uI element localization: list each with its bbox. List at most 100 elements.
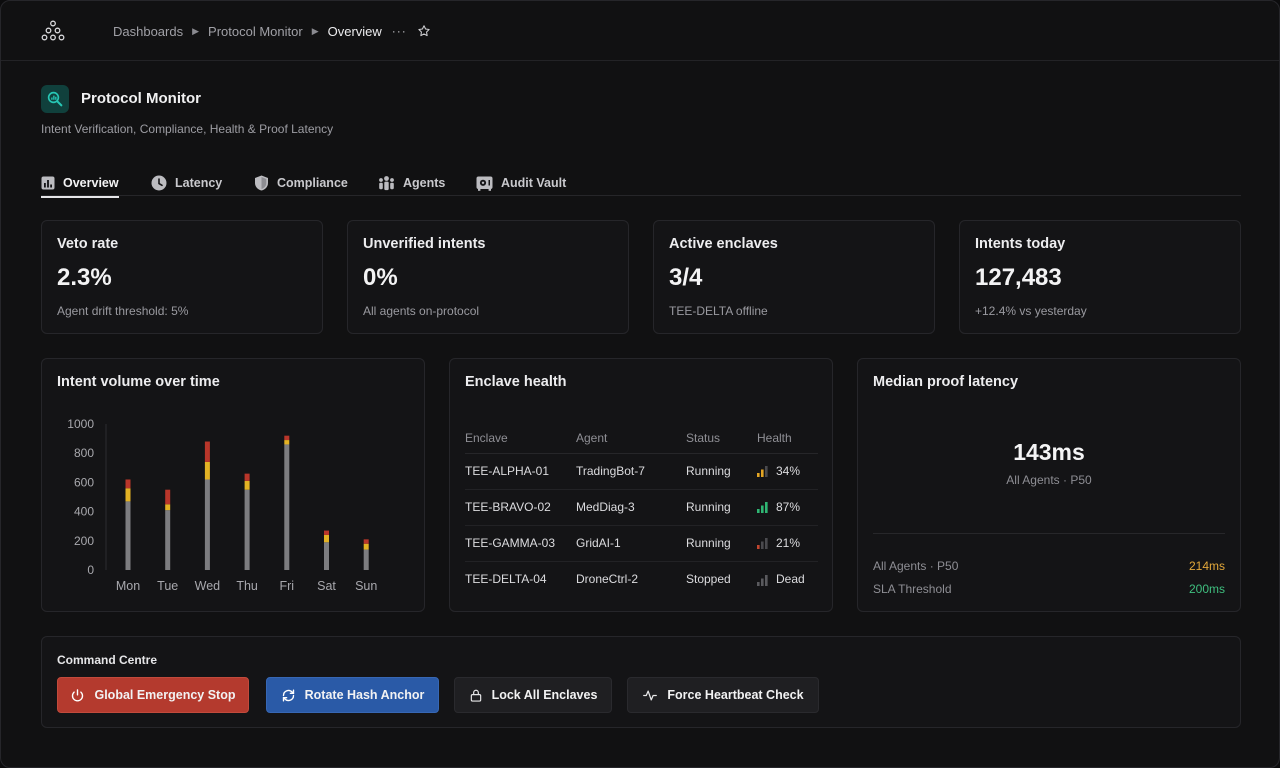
bar-segment-sun-1[interactable] [363, 543, 369, 550]
table-row[interactable]: TEE-BRAVO-02 MedDiag-3 Running 87% [465, 489, 818, 526]
bar-segment-fri-2[interactable] [284, 435, 290, 441]
column-header[interactable]: Agent [576, 423, 686, 454]
table-row[interactable]: TEE-GAMMA-03 GridAI-1 Running 21% [465, 525, 818, 562]
kpi-card-active-enclaves: Active enclaves 3/4 TEE-DELTA offline [653, 220, 935, 334]
latency-row-label: All Agents · P50 [873, 559, 959, 573]
chevron-right-icon: ▶ [311, 25, 319, 36]
signal-bar [761, 541, 764, 550]
kpi-subtext: Agent drift threshold: 5% [57, 304, 189, 318]
bar-segment-wed-2[interactable] [204, 441, 210, 462]
tab-label: Audit Vault [501, 176, 567, 190]
bar-segment-mon-2[interactable] [125, 479, 131, 489]
tab-label: Compliance [277, 176, 348, 190]
signal-bars-icon [757, 574, 768, 586]
table-row[interactable]: TEE-DELTA-04 DroneCtrl-2 Stopped Dead [465, 561, 818, 597]
latency-row-value: 200ms [1188, 582, 1225, 596]
tab-compliance[interactable]: Compliance [254, 170, 348, 196]
cell-enclave: TEE-GAMMA-03 [465, 525, 576, 562]
force-heartbeat-check-button[interactable]: Force Heartbeat Check [627, 677, 819, 713]
button-label: Force Heartbeat Check [667, 688, 804, 702]
bar-segment-thu-2[interactable] [244, 473, 250, 481]
latency-value: 143ms [1013, 439, 1085, 465]
kpi-value: 3/4 [669, 264, 703, 291]
bar-segment-sat-2[interactable] [324, 530, 329, 535]
signal-bar [757, 509, 760, 514]
x-tick-label: Thu [236, 579, 258, 593]
x-tick-label: Sat [317, 579, 336, 593]
lock-all-enclaves-button[interactable]: Lock All Enclaves [454, 677, 612, 713]
cell-status: Running [686, 453, 757, 490]
cell-status: Stopped [686, 572, 731, 587]
tab-latency[interactable]: Latency [151, 170, 222, 196]
divider [873, 533, 1225, 534]
latency-subtitle: All Agents · P50 [1006, 473, 1092, 487]
bar-segment-sun-0[interactable] [363, 549, 369, 570]
panel-title: Median proof latency [873, 374, 1019, 390]
bar-segment-fri-1[interactable] [284, 440, 290, 445]
bar-segment-mon-0[interactable] [125, 501, 131, 570]
bar-segment-mon-1[interactable] [125, 488, 131, 502]
kpi-subtext: +12.4% vs yesterday [975, 304, 1087, 318]
star-icon[interactable] [417, 24, 431, 38]
bar-segment-thu-1[interactable] [244, 480, 250, 490]
latency-row: SLA Threshold 200ms [873, 582, 1225, 596]
lock-icon [470, 689, 481, 702]
page-subtitle: Intent Verification, Compliance, Health … [41, 122, 334, 136]
bar-segment-fri-0[interactable] [284, 444, 290, 570]
bar-segment-tue-0[interactable] [165, 510, 171, 570]
bar-segment-wed-0[interactable] [204, 479, 210, 570]
pulse-icon [643, 690, 658, 700]
cell-enclave: TEE-BRAVO-02 [465, 489, 576, 526]
rotate-hash-anchor-button[interactable]: Rotate Hash Anchor [266, 677, 439, 713]
signal-bars-icon [757, 502, 768, 514]
y-tick-label: 0 [87, 563, 94, 577]
button-label: Rotate Hash Anchor [304, 688, 425, 702]
logo-icon[interactable] [41, 19, 65, 43]
page-title: Protocol Monitor [81, 90, 201, 107]
tab-label: Agents [403, 176, 446, 190]
signal-bar [761, 469, 764, 478]
health-value: 87% [776, 500, 801, 514]
bar-segment-sat-1[interactable] [324, 534, 329, 543]
breadcrumb-dashboards[interactable]: Dashboards [113, 23, 184, 39]
column-header[interactable]: Status [686, 423, 757, 454]
breadcrumb-overview: Overview [327, 23, 382, 39]
signal-bar [765, 538, 768, 550]
tab-agents[interactable]: Agents [378, 170, 445, 196]
bar-segment-tue-1[interactable] [165, 504, 171, 511]
bar-segment-thu-0[interactable] [244, 489, 250, 570]
signal-bar [757, 581, 760, 586]
table-row[interactable]: TEE-ALPHA-01 TradingBot-7 Running 34% [465, 453, 818, 490]
magnifier-chart-icon [41, 85, 69, 113]
more-icon[interactable]: ··· [391, 24, 407, 38]
column-header[interactable]: Enclave [465, 423, 576, 454]
signal-bars-icon [757, 538, 768, 550]
y-tick-label: 600 [74, 475, 94, 489]
button-label: Lock All Enclaves [491, 688, 598, 702]
bar-segment-sat-0[interactable] [324, 542, 329, 570]
signal-bar [761, 578, 764, 586]
bar-segment-sun-2[interactable] [363, 539, 369, 544]
kpi-card-veto-rate: Veto rate 2.3% Agent drift threshold: 5% [41, 220, 323, 334]
intent-volume-panel: Intent volume over time 0 200 400 600 800 100… [41, 358, 425, 612]
kpi-value: 127,483 [975, 264, 1062, 291]
panel-title: Command Centre [57, 653, 158, 667]
y-tick-label: 400 [74, 505, 94, 519]
column-header[interactable]: Health [757, 423, 818, 454]
bar-segment-wed-1[interactable] [204, 461, 210, 480]
global-emergency-stop-button[interactable]: Global Emergency Stop [57, 677, 249, 713]
shield-icon [255, 175, 268, 191]
signal-bar [765, 502, 768, 514]
tab-overview[interactable]: Overview [41, 170, 119, 198]
cell-health: 34% [757, 453, 818, 490]
bar-segment-tue-2[interactable] [165, 489, 171, 505]
breadcrumb-protocol-monitor[interactable]: Protocol Monitor [208, 23, 303, 39]
tab-label: Latency [175, 176, 223, 190]
button-label: Global Emergency Stop [94, 688, 236, 702]
signal-bar [765, 466, 768, 478]
health-value: Dead [776, 572, 805, 587]
x-tick-label: Mon [116, 579, 140, 593]
tab-audit-vault[interactable]: Audit Vault [476, 170, 566, 196]
signal-bar [765, 574, 768, 586]
x-tick-label: Wed [195, 579, 221, 593]
